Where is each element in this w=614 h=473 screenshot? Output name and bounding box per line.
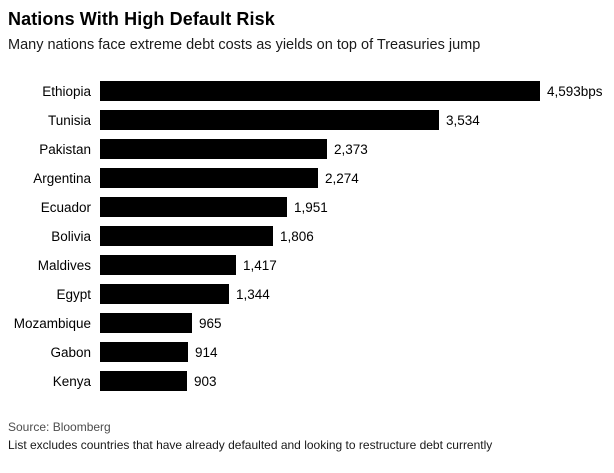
bar-track: 3,534 <box>100 106 606 135</box>
bar-category-label: Ecuador <box>40 199 91 215</box>
bar <box>100 110 439 130</box>
bar-value-label: 2,373 <box>334 141 368 157</box>
bar-row: Tunisia 3,534 <box>8 106 606 135</box>
bar-track: 1,806 <box>100 222 606 251</box>
bar-category-label: Pakistan <box>39 141 91 157</box>
bar-track: 1,951 <box>100 193 606 222</box>
bar-row: Maldives 1,417 <box>8 251 606 280</box>
bar-row: Pakistan 2,373 <box>8 135 606 164</box>
bar-row: Gabon 914 <box>8 338 606 367</box>
bar-category-label: Maldives <box>37 257 91 273</box>
chart-footer: Source: Bloomberg List excludes countrie… <box>8 418 606 454</box>
bar-category-label: Mozambique <box>13 315 91 331</box>
bar-track: 4,593bps <box>100 77 606 106</box>
bar-track: 1,417 <box>100 251 606 280</box>
bar-value-label: 2,274 <box>325 170 359 186</box>
chart-title: Nations With High Default Risk <box>8 9 275 29</box>
bar-track: 2,373 <box>100 135 606 164</box>
bar-row: Argentina 2,274 <box>8 164 606 193</box>
bar-category-label: Ethiopia <box>42 83 91 99</box>
bar <box>100 255 236 275</box>
bar-category-label: Tunisia <box>47 112 91 128</box>
bar <box>100 313 192 333</box>
bar-row: Mozambique 965 <box>8 309 606 338</box>
bar-row: Ethiopia 4,593bps <box>8 77 606 106</box>
bar <box>100 226 273 246</box>
bar-row: Ecuador 1,951 <box>8 193 606 222</box>
bar <box>100 197 287 217</box>
bar-category-label: Gabon <box>50 344 91 360</box>
bar-value-label: 4,593bps <box>547 83 603 99</box>
bar <box>100 139 327 159</box>
bar <box>100 371 187 391</box>
bar-row: Egypt 1,344 <box>8 280 606 309</box>
bar-value-label: 903 <box>194 373 217 389</box>
bar <box>100 342 188 362</box>
bar <box>100 284 229 304</box>
bar-track: 903 <box>100 367 606 396</box>
bar-value-label: 1,344 <box>236 286 270 302</box>
chart-subtitle: Many nations face extreme debt costs as … <box>8 36 481 53</box>
bar-row: Bolivia 1,806 <box>8 222 606 251</box>
bar <box>100 168 318 188</box>
bar-value-label: 914 <box>195 344 218 360</box>
bar <box>100 81 540 101</box>
bar-track: 2,274 <box>100 164 606 193</box>
bar-value-label: 1,951 <box>294 199 328 215</box>
bar-category-label: Argentina <box>33 170 91 186</box>
bar-row: Kenya 903 <box>8 367 606 396</box>
bar-chart: Ethiopia 4,593bps Tunisia 3,534 Pakistan 2,37… <box>8 77 606 396</box>
bar-track: 965 <box>100 309 606 338</box>
bar-track: 1,344 <box>100 280 606 309</box>
bar-track: 914 <box>100 338 606 367</box>
bar-category-label: Kenya <box>52 373 91 389</box>
bar-value-label: 1,806 <box>280 228 314 244</box>
bar-value-label: 965 <box>199 315 222 331</box>
bar-value-label: 1,417 <box>243 257 277 273</box>
footnote-line: List excludes countries that have alread… <box>8 437 493 452</box>
bar-value-label: 3,534 <box>446 112 480 128</box>
bar-category-label: Bolivia <box>51 228 91 244</box>
bar-category-label: Egypt <box>56 286 91 302</box>
source-line: Source: Bloomberg <box>8 419 111 434</box>
